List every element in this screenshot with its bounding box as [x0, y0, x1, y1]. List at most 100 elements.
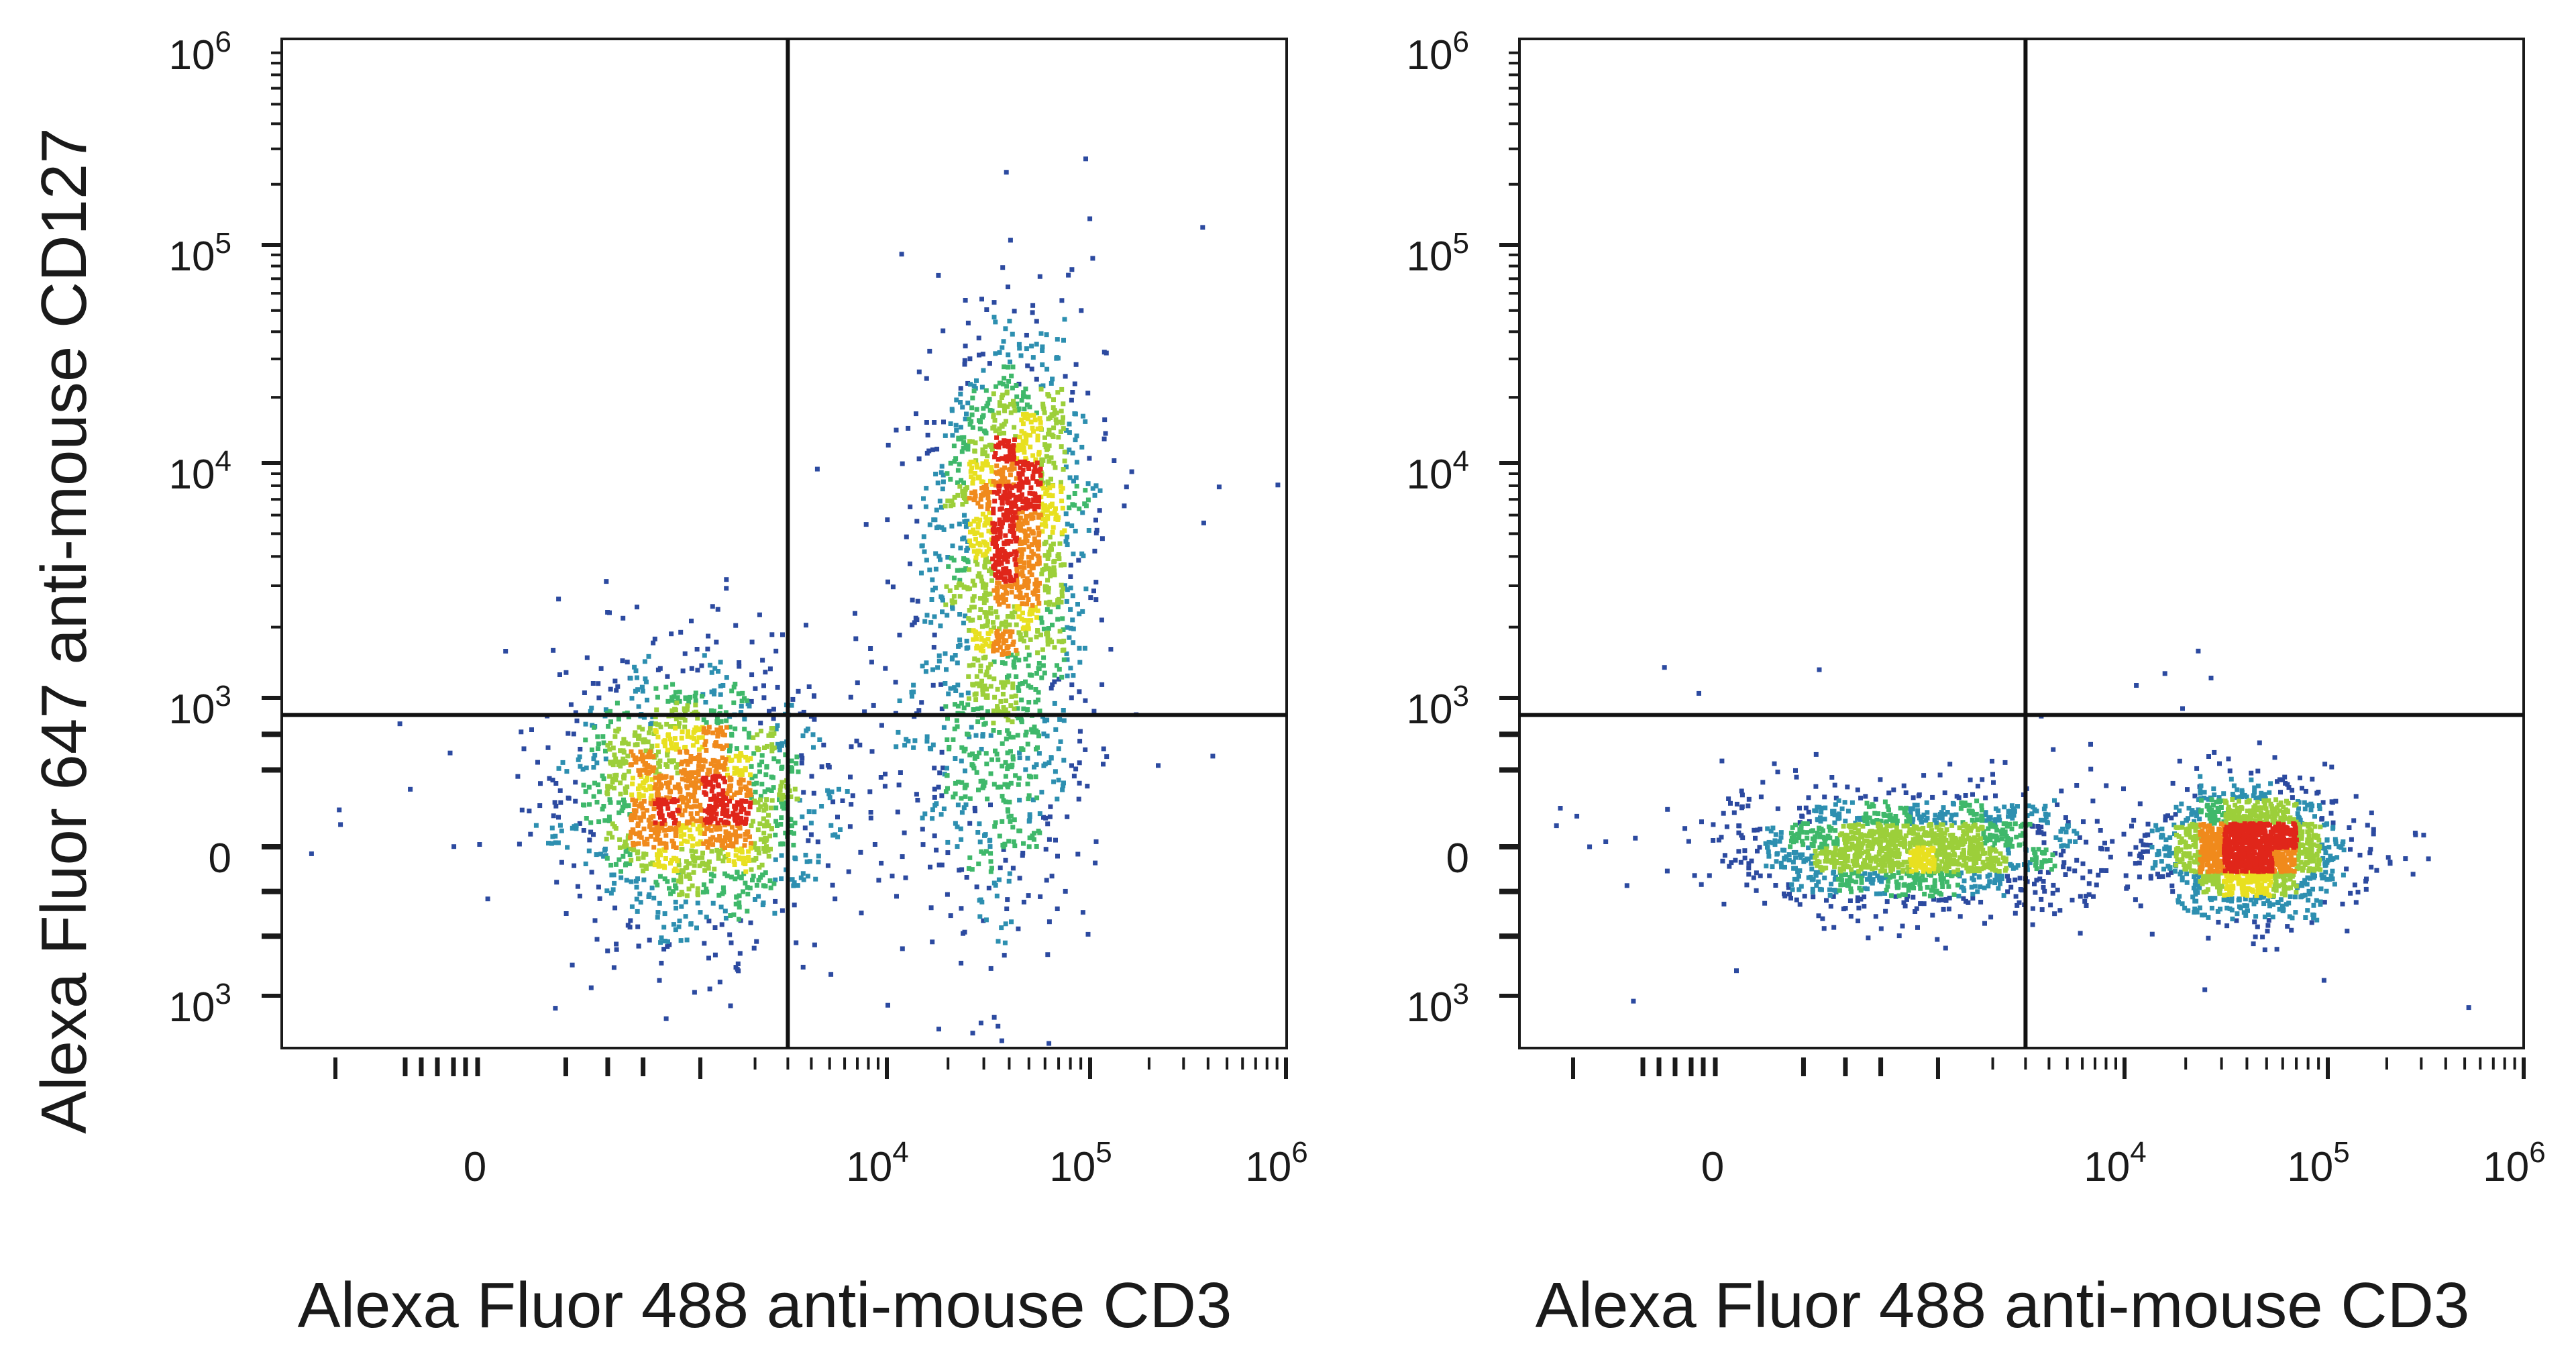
event-dot: [655, 788, 660, 793]
event-dot: [1990, 758, 1994, 764]
event-dot: [2260, 934, 2265, 939]
event-dot: [1970, 809, 1975, 815]
event-dot: [1001, 482, 1006, 487]
event-dot: [1210, 754, 1216, 759]
event-dot: [972, 531, 977, 536]
event-dot: [1824, 898, 1829, 903]
event-dot: [2235, 795, 2240, 800]
event-dot: [731, 700, 737, 705]
event-dot: [655, 797, 661, 802]
event-dot: [1002, 476, 1008, 481]
event-dot: [978, 647, 983, 653]
event-dot: [1022, 415, 1028, 421]
event-dot: [780, 632, 785, 637]
event-dot: [1878, 891, 1883, 896]
event-dot: [938, 623, 943, 629]
event-dot: [2153, 860, 2158, 865]
event-dot: [2100, 846, 2104, 851]
event-dot: [1059, 409, 1064, 414]
event-dot: [1016, 342, 1022, 347]
event-dot: [643, 787, 649, 792]
event-dot: [2184, 871, 2190, 876]
event-dot: [1022, 625, 1026, 630]
event-dot: [1012, 501, 1018, 507]
event-dot: [1016, 926, 1021, 931]
event-dot: [878, 775, 883, 780]
event-dot: [1065, 534, 1070, 539]
event-dot: [578, 764, 583, 769]
event-dot: [999, 1038, 1004, 1043]
event-dot: [2231, 794, 2236, 799]
event-dot: [924, 558, 929, 563]
event-dot: [1754, 888, 1759, 893]
event-dot: [969, 439, 975, 444]
event-dot: [2340, 901, 2345, 906]
event-dot: [2308, 807, 2314, 813]
event-dot: [648, 862, 653, 867]
event-dot: [755, 827, 761, 833]
event-dot: [928, 746, 934, 751]
event-dot: [1862, 886, 1868, 891]
event-dot: [682, 832, 687, 837]
event-dot: [649, 793, 654, 798]
event-dot: [727, 748, 732, 754]
event-dot: [1009, 694, 1014, 699]
event-dot: [763, 772, 769, 778]
event-dot: [991, 315, 997, 320]
event-dot: [729, 874, 734, 880]
event-dot: [707, 819, 712, 825]
event-dot: [712, 666, 718, 671]
event-dot: [2267, 790, 2272, 795]
event-dot: [1045, 821, 1051, 827]
event-dot: [612, 773, 617, 778]
event-dot: [1036, 661, 1042, 666]
event-dot: [2032, 807, 2037, 813]
event-dot: [1064, 599, 1069, 604]
event-dot: [969, 474, 974, 480]
x-tick-label: 0: [464, 1144, 486, 1190]
event-dot: [995, 554, 1000, 559]
event-dot: [680, 729, 685, 735]
event-dot: [2251, 941, 2256, 947]
event-dot: [1065, 814, 1070, 819]
event-dot: [908, 504, 913, 509]
event-dot: [885, 579, 890, 584]
event-dot: [1062, 317, 1067, 322]
event-dot: [1036, 532, 1041, 537]
event-dot: [1010, 629, 1015, 635]
event-dot: [629, 858, 634, 863]
event-dot: [798, 875, 804, 880]
event-dot: [1894, 819, 1900, 823]
event-dot: [1024, 411, 1029, 417]
event-dot: [1011, 443, 1016, 448]
event-dot: [757, 769, 762, 774]
event-dot: [1023, 386, 1028, 392]
event-dot: [1083, 488, 1088, 493]
event-dot: [1066, 495, 1071, 500]
event-dot: [678, 938, 684, 943]
event-dot: [958, 386, 963, 391]
event-dot: [1002, 782, 1008, 787]
event-dot: [2270, 915, 2275, 920]
event-dot: [2050, 852, 2055, 858]
event-dot: [1974, 798, 1980, 804]
event-dot: [1075, 602, 1080, 607]
event-dot: [964, 782, 969, 788]
event-dot: [2224, 895, 2230, 900]
event-dot: [618, 748, 623, 754]
event-dot: [731, 843, 736, 849]
event-dot: [1275, 482, 1281, 488]
event-dot: [1010, 762, 1015, 768]
event-dot: [904, 737, 909, 742]
event-dot: [1011, 659, 1016, 664]
event-dot: [734, 746, 739, 751]
event-dot: [1035, 596, 1040, 601]
event-dot: [1806, 845, 1811, 851]
event-dot: [990, 541, 996, 546]
event-dot: [808, 821, 814, 826]
event-dot: [2311, 915, 2316, 921]
event-dot: [673, 690, 678, 695]
event-dot: [794, 940, 799, 945]
event-dot: [2121, 786, 2126, 792]
event-dot: [667, 886, 672, 891]
